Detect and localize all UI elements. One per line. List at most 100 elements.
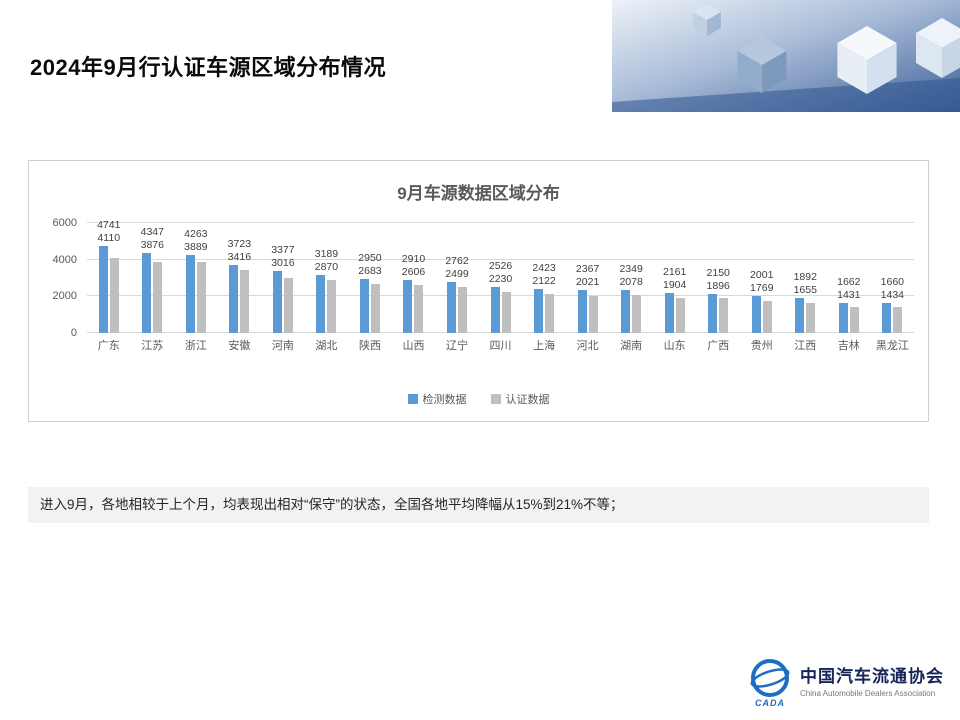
header-decoration-graphic: [612, 0, 960, 112]
bar-group: 3189 2870 湖北: [305, 223, 349, 352]
legend-swatch: [407, 394, 418, 404]
bar-secondary: [588, 296, 598, 333]
note-box: 进入9月，各地相较于上个月，均表现出相对“保守”的状态，全国各地平均降幅从15%…: [28, 487, 929, 523]
bar-primary: [403, 280, 413, 333]
cada-globe-icon: [750, 659, 790, 697]
bar-group: 2423 2122 上海: [522, 223, 566, 352]
bar-secondary: [458, 287, 468, 333]
x-tick-label: 广东: [97, 340, 120, 352]
gridline: [87, 222, 914, 223]
bar-value-label: 4741: [97, 219, 121, 231]
org-name-block: 中国汽车流通协会 China Automobile Dealers Associ…: [800, 656, 944, 698]
bar-secondary: [632, 295, 642, 333]
bar-primary: [185, 255, 195, 333]
bar-value-label: 3016: [271, 257, 295, 269]
bar-primary: [534, 289, 544, 333]
bar-value-label: 2021: [575, 276, 600, 288]
bar-secondary: [675, 298, 685, 333]
x-tick-label: 辽宁: [446, 340, 469, 352]
bar-value-label: 2499: [445, 268, 469, 280]
chart-plot-area: 0 2000 4000 6000 4741 4110 广东 4347 3876 江苏 4263 38…: [41, 217, 916, 352]
gridline: [87, 332, 914, 333]
bar-group: 1660 1434 黑龙江: [871, 223, 915, 352]
bar-secondary: [240, 270, 250, 333]
bar-group: 2910 2606 山西: [392, 223, 436, 352]
bar-primary: [142, 253, 152, 333]
bar-secondary: [153, 262, 163, 333]
bar-secondary: [893, 307, 903, 333]
bar-primary: [882, 303, 892, 333]
bar-primary: [447, 282, 457, 333]
bar-secondary: [545, 294, 555, 333]
x-tick-label: 江西: [794, 340, 817, 352]
x-tick-label: 黑龙江: [875, 340, 909, 352]
x-tick-label: 吉林: [837, 340, 860, 352]
bar-value-label: 2150: [706, 267, 730, 279]
x-tick-label: 贵州: [750, 340, 773, 352]
bar-value-label: 2950: [358, 252, 382, 264]
bar-primary: [795, 298, 805, 333]
x-tick-label: 山西: [402, 340, 425, 352]
bar-group: 2762 2499 辽宁: [435, 223, 479, 352]
x-tick-label: 湖南: [620, 340, 643, 352]
bar-primary: [751, 296, 761, 333]
bar-primary: [359, 279, 369, 333]
bar-secondary: [849, 307, 859, 333]
x-tick-label: 江苏: [141, 340, 164, 352]
bar-value-label: 2367: [575, 263, 600, 275]
cube-icon: [693, 4, 721, 36]
bar-value-label: 2526: [488, 260, 513, 272]
bar-group: 2950 2683 陕西: [348, 223, 392, 352]
bar-group: 3377 3016 河南: [261, 223, 305, 352]
bar-primary: [621, 290, 631, 333]
bar-group: 4263 3889 浙江: [174, 223, 218, 352]
bar-value-label: 2161: [662, 266, 687, 278]
x-tick-label: 浙江: [184, 340, 207, 352]
x-tick-label: 陕西: [358, 340, 381, 352]
bar-value-label: 2230: [488, 273, 513, 285]
y-axis: 0 2000 4000 6000: [41, 217, 81, 339]
bar-secondary: [370, 284, 380, 333]
bar-secondary: [327, 280, 337, 333]
cada-wordmark: CADA: [755, 698, 785, 708]
bar-value-label: 1655: [793, 284, 817, 296]
bar-group: 3723 3416 安徽: [218, 223, 262, 352]
bar-primary: [490, 287, 500, 333]
bar-value-label: 3723: [227, 238, 252, 250]
legend-item: 认证数据: [490, 391, 550, 407]
bar-value-label: 3889: [184, 241, 208, 253]
x-tick-label: 河北: [576, 340, 599, 352]
y-axis-tick-label: 6000: [52, 217, 77, 229]
org-name-en: China Automobile Dealers Association: [800, 689, 936, 698]
bar-value-label: 2001: [750, 269, 774, 281]
bar-primary: [838, 303, 848, 333]
bar-group: 2349 2078 湖南: [609, 223, 653, 352]
bar-primary: [316, 275, 326, 333]
y-axis-tick-label: 0: [70, 327, 77, 339]
legend-item: 检测数据: [407, 391, 467, 407]
footer-logo: CADA 中国汽车流通协会 China Automobile Dealers A…: [748, 656, 944, 708]
bar-value-label: 4110: [97, 232, 121, 244]
cada-logo: CADA: [748, 656, 792, 708]
x-tick-label: 上海: [533, 340, 556, 352]
bar-secondary: [414, 285, 424, 333]
bar-group: 4347 3876 江苏: [131, 223, 175, 352]
bar-value-label: 1896: [706, 280, 730, 292]
bar-value-label: 3377: [271, 244, 295, 256]
bar-value-label: 2870: [314, 261, 339, 273]
cube-icon: [837, 26, 897, 94]
bar-secondary: [109, 258, 119, 333]
org-name-cn: 中国汽车流通协会: [800, 667, 944, 686]
bar-groups: 4741 4110 广东 4347 3876 江苏 4263 3889 浙江 3723 3416 安徽…: [87, 219, 915, 352]
bar-value-label: 4263: [184, 228, 208, 240]
bar-group: 2150 1896 广西: [696, 223, 740, 352]
bar-group: 2367 2021 河北: [566, 223, 610, 352]
chart-legend: 检测数据 认证数据: [29, 391, 928, 407]
x-tick-label: 河南: [271, 340, 294, 352]
bar-value-label: 2606: [401, 266, 426, 278]
bar-secondary: [762, 301, 772, 333]
bar-value-label: 1660: [880, 276, 905, 288]
bar-value-label: 3876: [140, 239, 164, 251]
bar-value-label: 3189: [314, 248, 339, 260]
bar-value-label: 1769: [750, 282, 774, 294]
